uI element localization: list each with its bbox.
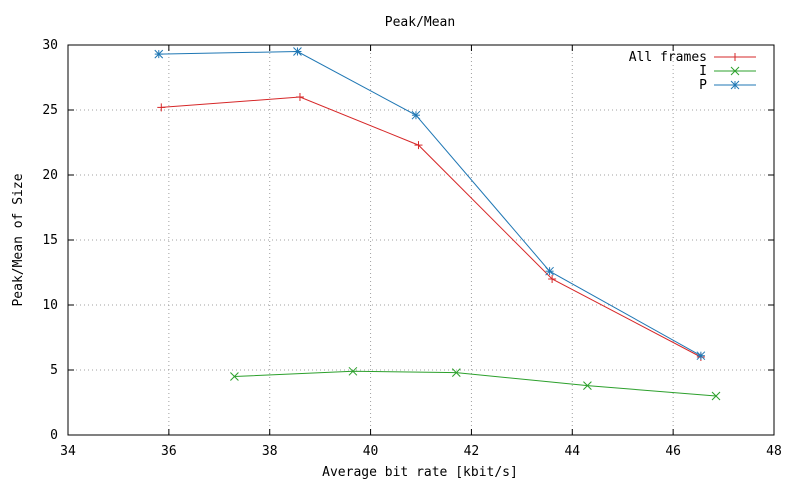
- data-point: [545, 266, 554, 276]
- marker-stroke: [411, 110, 421, 120]
- y-tick-label: 30: [42, 38, 58, 53]
- x-tick-label: 36: [161, 444, 177, 459]
- axes: 34 36 38 40 42 44 46 48 0 5 10 15 20 25 30: [42, 38, 781, 459]
- data-point: [411, 110, 421, 120]
- marker-stroke: [583, 381, 592, 390]
- legend-label: I: [699, 64, 707, 79]
- series-i: [230, 366, 721, 401]
- x-tick-label: 48: [766, 444, 782, 459]
- marker-stroke: [730, 80, 740, 90]
- x-tick-label: 42: [464, 444, 480, 459]
- marker-stroke: [230, 372, 239, 381]
- legend-label: All frames: [629, 50, 707, 65]
- data-point: [583, 381, 592, 390]
- data-point: [414, 141, 423, 150]
- y-tick-label: 0: [50, 428, 58, 443]
- x-tick-label: 40: [363, 444, 379, 459]
- legend-entry: I: [699, 64, 756, 79]
- series-p: [154, 47, 706, 361]
- data-point: [157, 103, 166, 112]
- x-axis-label: Average bit rate [kbit/s]: [322, 465, 518, 480]
- data-point: [548, 275, 557, 283]
- marker-stroke: [730, 66, 740, 76]
- data-point: [451, 368, 461, 377]
- y-tick-label: 5: [50, 363, 58, 378]
- x-tick-label: 46: [665, 444, 681, 459]
- series-line: [161, 96, 702, 358]
- y-tick-label: 15: [42, 233, 58, 248]
- marker-stroke: [545, 266, 554, 276]
- data-point: [696, 351, 706, 361]
- legend-entry: P: [699, 78, 756, 93]
- x-tick-label: 44: [564, 444, 580, 459]
- data-point: [154, 49, 164, 59]
- series-line: [158, 50, 702, 357]
- data-point: [230, 372, 239, 381]
- marker-stroke: [696, 351, 706, 361]
- legend-marker: [731, 53, 739, 61]
- marker-stroke: [154, 49, 164, 59]
- y-tick-label: 20: [42, 168, 58, 183]
- marker-stroke: [293, 47, 302, 56]
- marker-stroke: [711, 391, 721, 401]
- series-layer: [154, 47, 721, 401]
- data-point: [293, 47, 302, 56]
- data-point: [295, 93, 304, 101]
- marker-stroke: [451, 368, 461, 377]
- y-tick-label: 10: [42, 298, 58, 313]
- legend-label: P: [699, 78, 707, 93]
- series-line: [234, 370, 717, 397]
- legend-entry: All frames: [629, 50, 756, 65]
- marker-stroke: [348, 366, 358, 376]
- legend-marker: [730, 66, 740, 76]
- y-tick-label: 25: [42, 103, 58, 118]
- data-point: [348, 366, 358, 376]
- chart-title: Peak/Mean: [385, 15, 455, 30]
- y-axis-label: Peak/Mean of Size: [11, 173, 26, 306]
- legend-marker: [730, 80, 740, 90]
- data-point: [711, 391, 721, 401]
- grid: [68, 45, 774, 435]
- x-tick-label: 34: [60, 444, 76, 459]
- x-tick-label: 38: [262, 444, 278, 459]
